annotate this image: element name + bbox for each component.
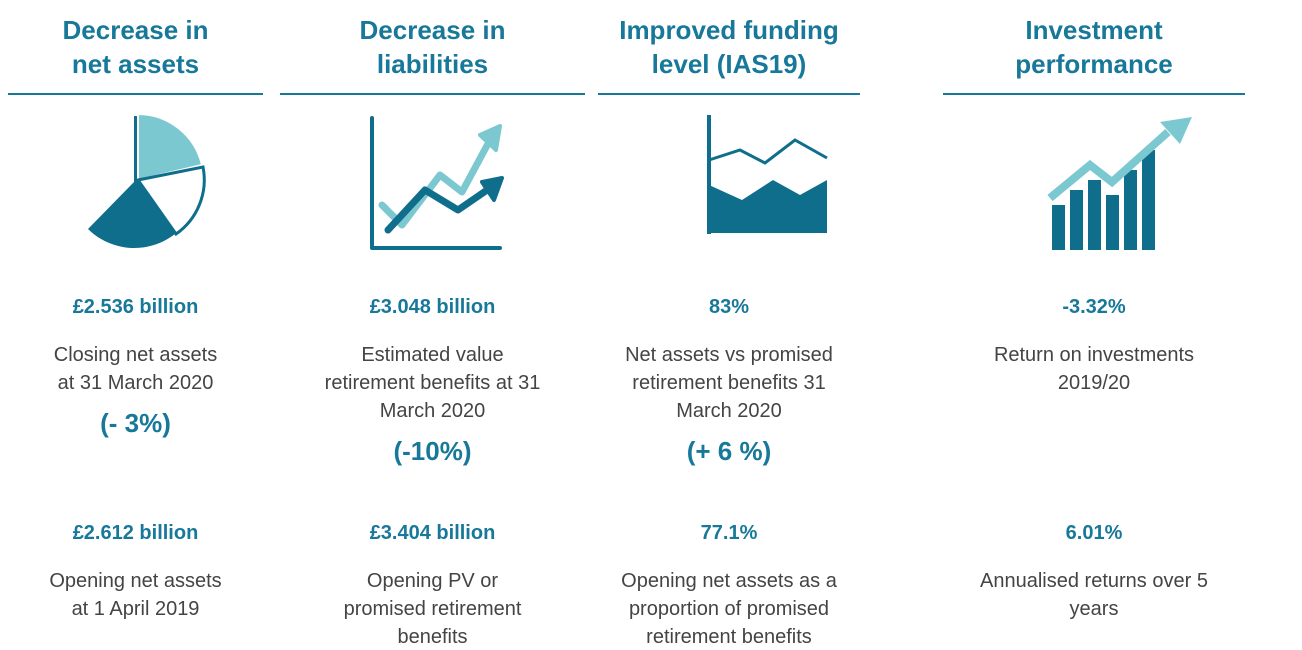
description: Estimated value retirement benefits at 31…	[280, 341, 585, 465]
opening-value: £3.404 billion	[369, 522, 496, 544]
column-title: Improved funding level (IAS19)	[598, 0, 860, 95]
description-line: March 2020	[676, 400, 782, 422]
opening-description: Opening net assets at 1 April 2019	[8, 567, 263, 623]
value: 83%	[708, 296, 750, 318]
bar-icon	[1047, 117, 1192, 250]
value: £2.536 billion	[72, 296, 199, 318]
area-icon	[707, 115, 828, 234]
title-line: Improved funding	[619, 15, 839, 45]
description-line: Return on investments	[993, 344, 1195, 366]
value: £3.048 billion	[369, 296, 496, 318]
column: Improved funding level (IAS19) 83% Net asse…	[598, 0, 860, 650]
value: -3.32%	[1062, 296, 1126, 318]
description-line: retirement benefits 31	[632, 372, 826, 394]
opening-description-line: Opening net assets	[49, 570, 222, 592]
icons	[88, 112, 1192, 250]
description-line: Estimated value	[361, 344, 504, 366]
opening-description-line: promised retirement	[343, 598, 522, 620]
column: Decrease in net assets £2.536 billion Closi…	[8, 0, 263, 650]
opening-description-line: proportion of promised	[628, 598, 830, 620]
line-icon	[370, 116, 504, 250]
description: Closing net assets at 31 March 2020 (- 3%)	[8, 341, 263, 437]
change: (-10%)	[393, 436, 472, 466]
title-line: Investment	[1025, 15, 1163, 45]
opening-description-line: at 1 April 2019	[71, 598, 200, 620]
description: Net assets vs promised retirement benefit…	[598, 341, 860, 465]
opening-description-line: Opening PV or	[366, 570, 499, 592]
change: (+ 6 %)	[686, 436, 772, 466]
column: Decrease in liabilities £3.048 billion Esti…	[280, 0, 585, 650]
description-line: 2019/20	[1057, 372, 1131, 394]
description-line: Closing net assets	[53, 344, 218, 366]
pie-icon	[88, 112, 206, 248]
title-line: Decrease in	[62, 15, 209, 45]
opening-description-line: Annualised returns over 5	[980, 570, 1208, 592]
opening-description-line: benefits	[397, 626, 468, 648]
title-line: liabilities	[376, 49, 489, 79]
title-line: performance	[1015, 49, 1173, 79]
opening-value: 6.01%	[1065, 522, 1123, 544]
column: Investment performance -3.32% Return on inv…	[943, 0, 1245, 650]
description-line: March 2020	[379, 400, 486, 422]
column-title: Decrease in liabilities	[280, 0, 585, 95]
opening-value: 77.1%	[700, 522, 758, 544]
opening-value: £2.612 billion	[72, 522, 199, 544]
description-line: retirement benefits at 31	[324, 372, 541, 394]
title-line: Decrease in	[359, 15, 506, 45]
title-line: net assets	[71, 49, 200, 79]
description-line: Net assets vs promised	[625, 344, 833, 366]
opening-description: Opening net assets as a proportion of pro…	[598, 567, 860, 650]
column-title: Investment performance	[943, 0, 1245, 95]
title-line: level (IAS19)	[651, 49, 807, 79]
column-title: Decrease in net assets	[8, 0, 263, 95]
description-line: at 31 March 2020	[57, 372, 214, 394]
opening-description: Annualised returns over 5 years	[943, 567, 1245, 623]
description: Return on investments 2019/20	[943, 341, 1245, 397]
change: (- 3%)	[100, 408, 171, 438]
opening-description-line: retirement benefits	[646, 626, 812, 648]
opening-description: Opening PV or promised retirement benefits	[280, 567, 585, 650]
opening-description-line: Opening net assets as a	[621, 570, 837, 592]
opening-description-line: years	[1069, 598, 1119, 620]
